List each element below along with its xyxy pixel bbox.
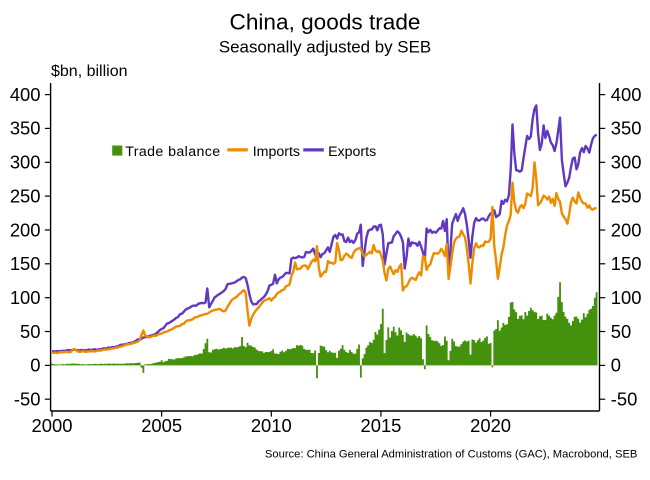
svg-text:200: 200 — [611, 219, 642, 240]
svg-text:300: 300 — [10, 152, 41, 173]
svg-text:0: 0 — [611, 355, 621, 376]
svg-text:2020: 2020 — [470, 415, 511, 436]
svg-text:400: 400 — [611, 84, 642, 105]
svg-text:300: 300 — [611, 152, 642, 173]
svg-text:150: 150 — [10, 253, 41, 274]
svg-text:Seasonally adjusted by SEB: Seasonally adjusted by SEB — [219, 37, 431, 56]
svg-text:350: 350 — [611, 118, 642, 139]
svg-text:Trade balance: Trade balance — [125, 144, 220, 160]
svg-text:250: 250 — [10, 185, 41, 206]
svg-text:-50: -50 — [611, 389, 638, 410]
svg-text:150: 150 — [611, 253, 642, 274]
svg-text:-50: -50 — [14, 389, 41, 410]
svg-text:50: 50 — [611, 321, 631, 342]
svg-text:200: 200 — [10, 219, 41, 240]
svg-text:2005: 2005 — [141, 415, 182, 436]
svg-text:100: 100 — [10, 287, 41, 308]
svg-text:100: 100 — [611, 287, 642, 308]
svg-text:350: 350 — [10, 118, 41, 139]
svg-text:250: 250 — [611, 185, 642, 206]
svg-text:Source: China General Administ: Source: China General Administration of … — [265, 449, 637, 461]
svg-text:400: 400 — [10, 84, 41, 105]
svg-text:2010: 2010 — [251, 415, 292, 436]
svg-text:2015: 2015 — [360, 415, 401, 436]
svg-text:2000: 2000 — [32, 415, 73, 436]
svg-text:50: 50 — [20, 321, 40, 342]
svg-text:Imports: Imports — [253, 144, 300, 160]
svg-text:0: 0 — [30, 355, 40, 376]
svg-text:$bn, billion: $bn, billion — [51, 63, 128, 80]
svg-text:Exports: Exports — [328, 144, 376, 160]
svg-text:China, goods trade: China, goods trade — [230, 9, 421, 34]
